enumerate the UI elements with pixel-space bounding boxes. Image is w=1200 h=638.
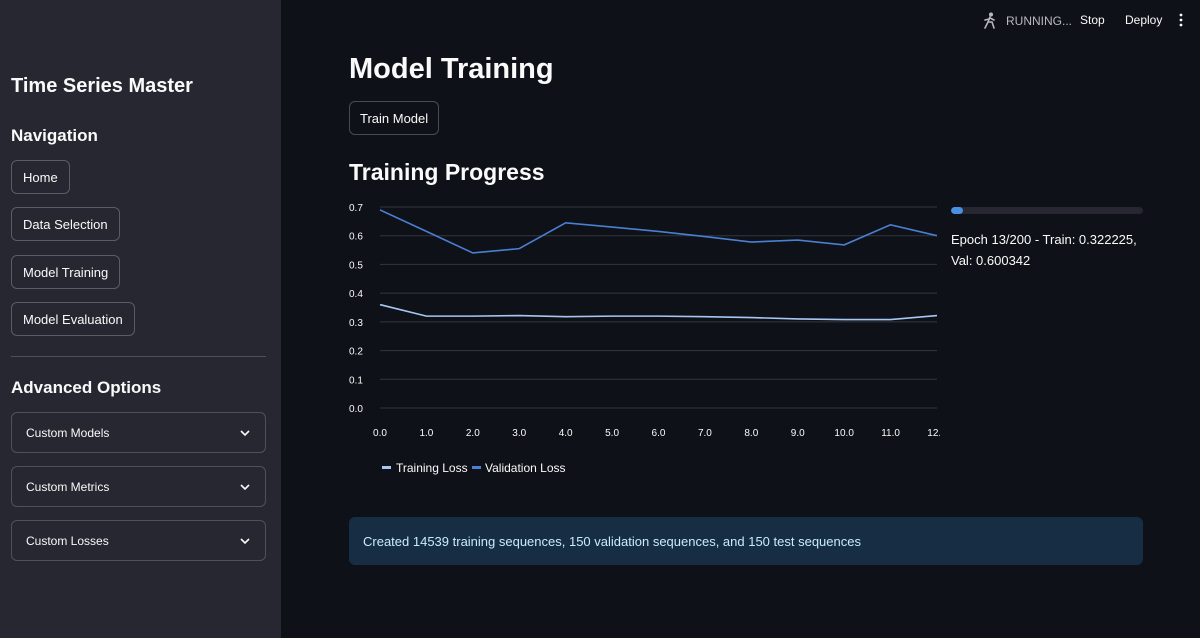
legend-swatch-validation (472, 466, 481, 469)
x-tick-label: 10.0 (834, 428, 854, 439)
main-menu-icon[interactable] (1178, 13, 1184, 27)
train-model-button[interactable]: Train Model (349, 101, 440, 135)
running-status-text: RUNNING... (1006, 14, 1072, 28)
chevron-down-icon (240, 537, 250, 544)
y-tick-label: 0.1 (349, 375, 363, 386)
navigation-heading: Navigation (11, 126, 98, 145)
legend-validation-loss: Validation Loss (485, 461, 566, 475)
x-tick-label: 3.0 (512, 428, 526, 439)
y-tick-label: 0.3 (349, 318, 363, 329)
y-tick-label: 0.5 (349, 260, 363, 271)
data-selection-button[interactable]: Data Selection (11, 207, 120, 241)
info-alert: Created 14539 training sequences, 150 va… (349, 517, 1143, 565)
running-status: RUNNING... (982, 12, 1072, 30)
expander-label: Custom Models (26, 425, 110, 440)
x-tick-label: 12.0 (927, 428, 940, 439)
progress-bar (951, 207, 1143, 214)
progress-bar-fill (951, 207, 964, 214)
custom-losses-expander[interactable]: Custom Losses (11, 520, 266, 561)
info-alert-text: Created 14539 training sequences, 150 va… (363, 533, 861, 549)
custom-metrics-expander[interactable]: Custom Metrics (11, 466, 266, 507)
model-training-button[interactable]: Model Training (11, 255, 121, 289)
validation-loss-line (379, 209, 938, 254)
training-progress-chart: 0.0 0.1 0.2 0.3 0.4 0.5 0.6 0.7 0.0 1.0 2.0 3.0 4.0… (349, 203, 940, 475)
chevron-down-icon (240, 483, 250, 490)
custom-models-expander[interactable]: Custom Models (11, 412, 266, 453)
x-tick-label: 2.0 (466, 428, 480, 439)
y-tick-label: 0.2 (349, 347, 363, 358)
x-tick-label: 6.0 (652, 428, 666, 439)
running-man-icon (984, 12, 995, 29)
expander-label: Custom Metrics (26, 479, 110, 494)
x-tick-label: 0.0 (373, 428, 387, 439)
home-button[interactable]: Home (11, 160, 70, 194)
y-tick-label: 0.4 (349, 289, 363, 300)
x-tick-label: 1.0 (419, 428, 433, 439)
y-tick-label: 0.7 (349, 203, 363, 214)
x-tick-label: 7.0 (698, 428, 712, 439)
y-tick-label: 0.6 (349, 232, 363, 243)
training-loss-line (379, 303, 938, 321)
stop-button[interactable]: Stop (1080, 13, 1105, 27)
x-tick-label: 9.0 (791, 428, 805, 439)
chevron-down-icon (240, 429, 250, 436)
x-tick-label: 5.0 (605, 428, 619, 439)
section-title: Training Progress (349, 159, 545, 185)
sidebar: Time Series Master Navigation Home Data … (0, 0, 281, 638)
model-evaluation-button[interactable]: Model Evaluation (11, 302, 135, 336)
advanced-options-heading: Advanced Options (11, 378, 162, 397)
legend-training-loss: Training Loss (396, 461, 468, 475)
legend-swatch-training (382, 466, 391, 469)
app-title: Time Series Master (11, 75, 193, 97)
x-tick-label: 8.0 (744, 428, 758, 439)
page-title: Model Training (349, 53, 554, 85)
epoch-status-text: Epoch 13/200 - Train: 0.322225, Val: 0.6… (951, 232, 1137, 268)
expander-label: Custom Losses (26, 533, 109, 548)
x-tick-label: 4.0 (559, 428, 573, 439)
sidebar-divider (11, 356, 266, 357)
x-tick-label: 11.0 (881, 428, 900, 439)
y-tick-label: 0.0 (349, 404, 363, 415)
deploy-button[interactable]: Deploy (1125, 13, 1163, 27)
